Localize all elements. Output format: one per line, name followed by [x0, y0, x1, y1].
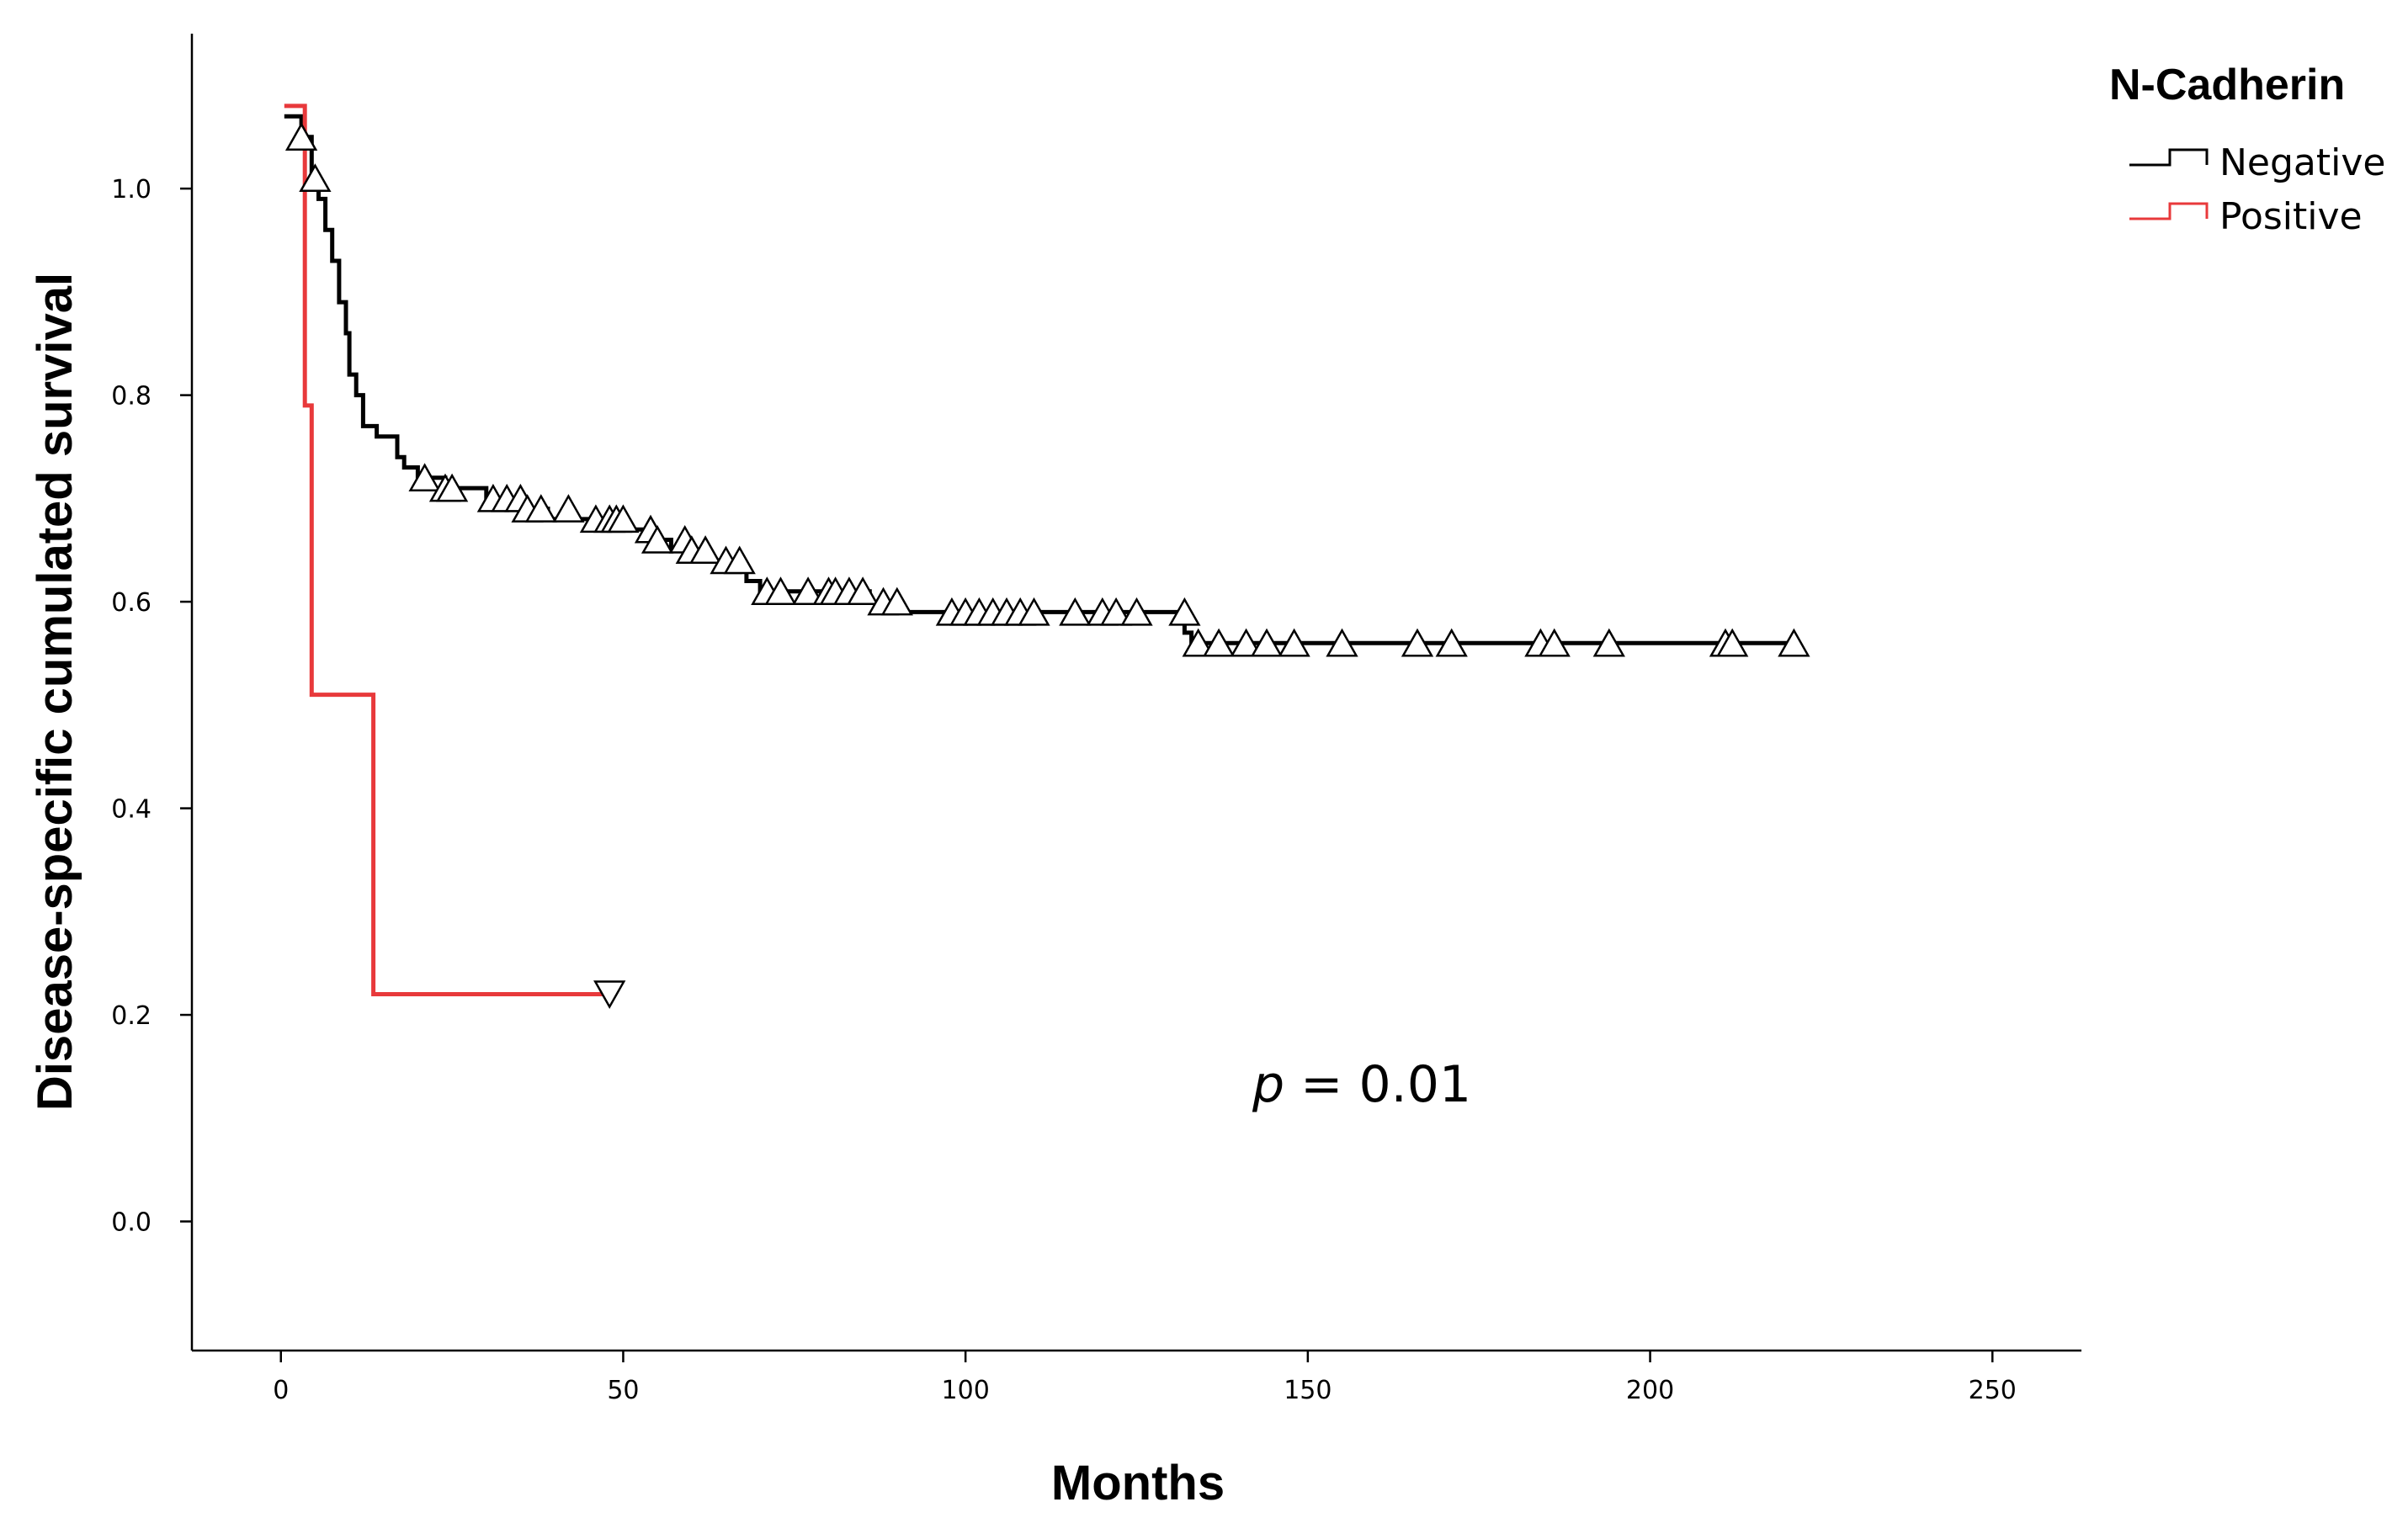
censor-marker-negative	[1018, 597, 1050, 626]
legend-label-positive: Positive	[2219, 195, 2363, 238]
y-ticks: 0.0 0.2 0.4 0.6 0.8 1.0	[111, 175, 192, 1238]
censor-marker-negative	[408, 463, 441, 492]
censor-marker-positive	[593, 980, 626, 1010]
censor-marker-negative	[764, 576, 797, 606]
censor-marker-negative	[846, 576, 880, 606]
p-value-symbol: p	[1252, 1055, 1284, 1114]
p-value-annotation: p = 0.01	[1252, 1055, 1471, 1114]
censor-marker-negative	[435, 473, 469, 502]
y-tick-label: 0.0	[111, 1208, 151, 1238]
p-value-text: = 0.01	[1284, 1055, 1471, 1114]
x-tick-label: 100	[942, 1376, 990, 1405]
censor-marker-negative	[1250, 628, 1284, 657]
censor-marker-negative	[880, 586, 913, 616]
censor-marker-negative	[1326, 628, 1358, 657]
censor-marker-negative	[299, 163, 332, 193]
censor-marker-negative	[1401, 628, 1434, 657]
censor-marker-negative	[552, 494, 585, 523]
censor-marker-negative	[1168, 597, 1201, 626]
y-tick-label: 0.6	[111, 588, 151, 618]
censor-marker-negative	[1059, 597, 1092, 626]
y-tick-label: 0.2	[111, 1001, 151, 1031]
y-tick-label: 0.8	[111, 382, 151, 411]
legend-title: N-Cadherin	[2109, 61, 2345, 109]
y-tick-label: 0.4	[111, 795, 151, 825]
censor-marker-negative	[284, 122, 318, 151]
x-tick-label: 150	[1284, 1376, 1332, 1405]
censor-marker-negative	[1120, 597, 1153, 626]
censor-marker-negative	[688, 535, 722, 564]
x-tick-label: 250	[1969, 1376, 2017, 1405]
censor-marker-negative	[1778, 628, 1810, 657]
censor-marker-negative	[607, 504, 640, 533]
series-layer	[284, 104, 1801, 996]
censor-marker-negative	[641, 524, 674, 554]
y-axis-title: Disease-specific cumulated survival	[28, 273, 82, 1111]
x-axis-title: Months	[1051, 1456, 1225, 1510]
censor-marker-negative	[1230, 628, 1262, 657]
axes	[190, 34, 2081, 1352]
censor-marker-negative	[1202, 628, 1236, 657]
km-curve-negative	[284, 114, 1801, 645]
x-tick-label: 200	[1626, 1376, 1674, 1405]
x-tick-label: 0	[273, 1376, 289, 1405]
censor-marker-negative	[524, 494, 557, 523]
censor-marker-negative	[1435, 628, 1468, 657]
censor-marker-negative	[723, 545, 756, 575]
censor-marker-negative	[1099, 597, 1133, 626]
legend-swatch-positive	[2129, 202, 2209, 220]
censor-marker-negative	[1538, 628, 1571, 657]
censor-marker-negative	[1278, 628, 1310, 657]
x-tick-label: 50	[607, 1376, 639, 1405]
x-ticks: 0 50 100 150 200 250	[273, 1351, 2017, 1405]
legend: N-Cadherin Negative Positive	[2109, 61, 2385, 238]
censor-marker-negative	[1592, 628, 1625, 657]
legend-label-negative: Negative	[2219, 141, 2385, 184]
censor-marker-negative	[1182, 628, 1215, 657]
y-tick-label: 1.0	[111, 175, 151, 204]
censor-marker-layer	[284, 122, 1810, 1010]
legend-swatch-negative	[2129, 148, 2209, 167]
censor-marker-negative	[1716, 628, 1749, 657]
km-curve-positive	[284, 104, 610, 996]
censor-marker-negative	[791, 576, 825, 606]
